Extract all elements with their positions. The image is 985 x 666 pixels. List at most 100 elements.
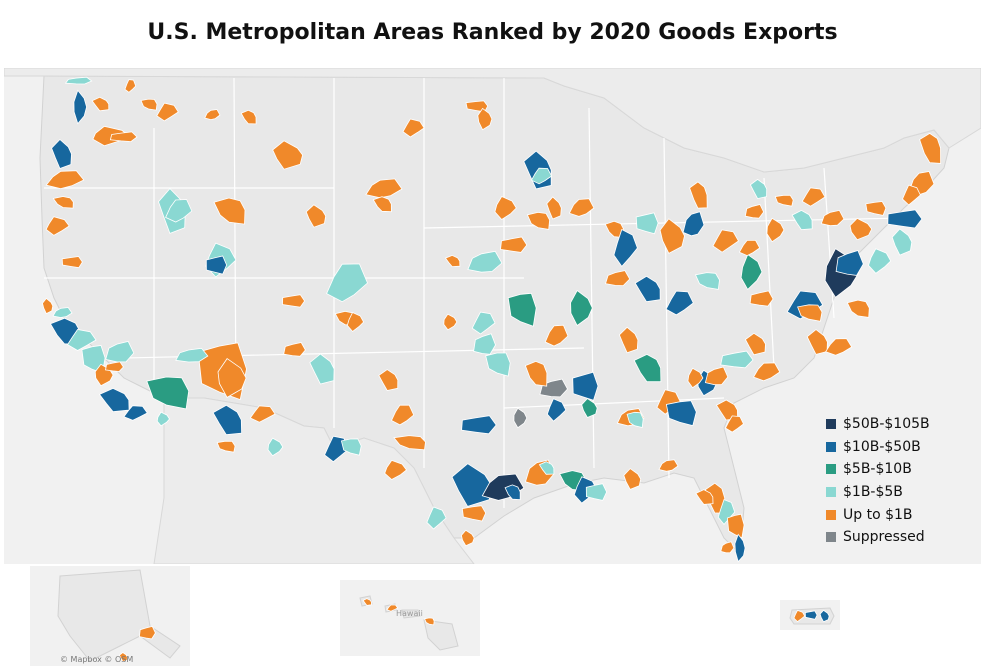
us-map-canvas[interactable] (4, 68, 981, 564)
hawaii-inset[interactable]: Hawaii (340, 580, 480, 656)
metro-area[interactable] (386, 604, 399, 612)
metro-area[interactable] (461, 415, 497, 435)
metro-area[interactable] (283, 342, 306, 357)
metro-area[interactable] (217, 358, 247, 398)
puerto-rico-inset[interactable] (780, 600, 840, 630)
legend-item-50b-105b[interactable]: $50B-$105B (826, 413, 976, 436)
metro-area[interactable] (774, 194, 794, 207)
metro-area[interactable] (384, 459, 408, 480)
metro-area[interactable] (249, 405, 276, 423)
metro-area[interactable] (146, 376, 190, 410)
metro-area[interactable] (749, 178, 768, 200)
metro-area[interactable] (744, 204, 765, 219)
metro-area[interactable] (175, 347, 209, 363)
metro-area[interactable] (504, 484, 521, 501)
metro-area[interactable] (372, 196, 392, 213)
legend-item-up-to-1b[interactable]: Up to $1B (826, 503, 976, 526)
metro-area[interactable] (500, 236, 528, 253)
metro-area[interactable] (362, 598, 372, 606)
metro-area[interactable] (734, 533, 746, 563)
metro-area[interactable] (507, 292, 537, 327)
metro-area[interactable] (724, 415, 745, 433)
metro-area[interactable] (819, 609, 830, 623)
metro-area[interactable] (426, 506, 447, 530)
metro-area[interactable] (868, 248, 892, 274)
metro-area[interactable] (51, 138, 72, 170)
metro-area[interactable] (766, 217, 785, 243)
metro-area[interactable] (720, 350, 754, 369)
us-map[interactable] (4, 68, 981, 564)
metro-area[interactable] (753, 362, 781, 382)
metro-area[interactable] (835, 250, 864, 276)
metro-area[interactable] (665, 290, 694, 316)
metro-area[interactable] (105, 361, 124, 372)
metro-area[interactable] (846, 299, 870, 318)
metro-area[interactable] (473, 333, 496, 355)
metro-area[interactable] (613, 228, 638, 268)
metro-area[interactable] (402, 118, 425, 138)
metro-area[interactable] (460, 529, 475, 547)
metro-area[interactable] (73, 89, 88, 125)
metro-area[interactable] (451, 463, 492, 507)
metro-area[interactable] (42, 297, 54, 315)
metro-area[interactable] (849, 217, 873, 241)
alaska-metros[interactable] (118, 625, 156, 662)
metro-area[interactable] (618, 326, 639, 354)
metro-area[interactable] (282, 294, 306, 308)
metro-area[interactable] (477, 107, 493, 131)
metro-area[interactable] (744, 332, 766, 356)
metro-area[interactable] (544, 324, 569, 347)
metro-area[interactable] (682, 211, 705, 237)
metro-area[interactable] (461, 505, 487, 522)
metro-area[interactable] (45, 170, 85, 190)
metro-area[interactable] (581, 397, 598, 419)
metro-area[interactable] (213, 197, 246, 225)
metro-area[interactable] (309, 353, 335, 385)
metro-area[interactable] (156, 102, 179, 122)
metro-area[interactable] (806, 329, 828, 355)
legend-item-suppressed[interactable]: Suppressed (826, 526, 976, 549)
metro-areas[interactable] (42, 76, 942, 563)
metro-area[interactable] (738, 239, 761, 257)
metro-area[interactable] (204, 109, 221, 121)
metro-area[interactable] (45, 216, 70, 236)
metro-area[interactable] (326, 263, 368, 303)
metro-area[interactable] (687, 367, 704, 389)
metro-area[interactable] (52, 307, 73, 318)
metro-area[interactable] (604, 270, 631, 287)
metro-area[interactable] (626, 411, 644, 428)
legend-item-10b-50b[interactable]: $10B-$50B (826, 436, 976, 459)
metro-area[interactable] (791, 209, 813, 231)
metro-area[interactable] (635, 212, 659, 235)
metro-area[interactable] (526, 211, 551, 230)
metro-area[interactable] (919, 132, 942, 164)
metro-area[interactable] (825, 338, 853, 356)
metro-area[interactable] (695, 489, 714, 505)
metro-area[interactable] (98, 387, 130, 413)
metro-area[interactable] (240, 109, 257, 125)
metro-area[interactable] (704, 366, 729, 386)
metro-area[interactable] (118, 652, 128, 662)
puerto-rico-metros[interactable] (793, 609, 830, 623)
metro-area[interactable] (66, 329, 97, 351)
metro-area[interactable] (546, 196, 562, 220)
metro-area[interactable] (804, 610, 818, 620)
metro-area[interactable] (585, 483, 608, 501)
metro-area[interactable] (212, 404, 243, 436)
metro-area[interactable] (494, 195, 517, 221)
metro-area[interactable] (572, 371, 599, 401)
metro-area[interactable] (340, 438, 362, 456)
metro-area[interactable] (634, 275, 661, 303)
metro-area[interactable] (138, 625, 156, 640)
metro-area[interactable] (793, 609, 806, 623)
metro-area[interactable] (902, 184, 921, 206)
metro-area[interactable] (443, 313, 458, 331)
metro-area[interactable] (390, 404, 415, 426)
metro-area[interactable] (887, 209, 923, 229)
metro-area[interactable] (305, 204, 327, 228)
metro-area[interactable] (123, 405, 148, 421)
metro-area[interactable] (216, 440, 236, 453)
metro-area[interactable] (530, 167, 553, 185)
metro-area[interactable] (140, 98, 158, 111)
metro-area[interactable] (524, 360, 548, 387)
